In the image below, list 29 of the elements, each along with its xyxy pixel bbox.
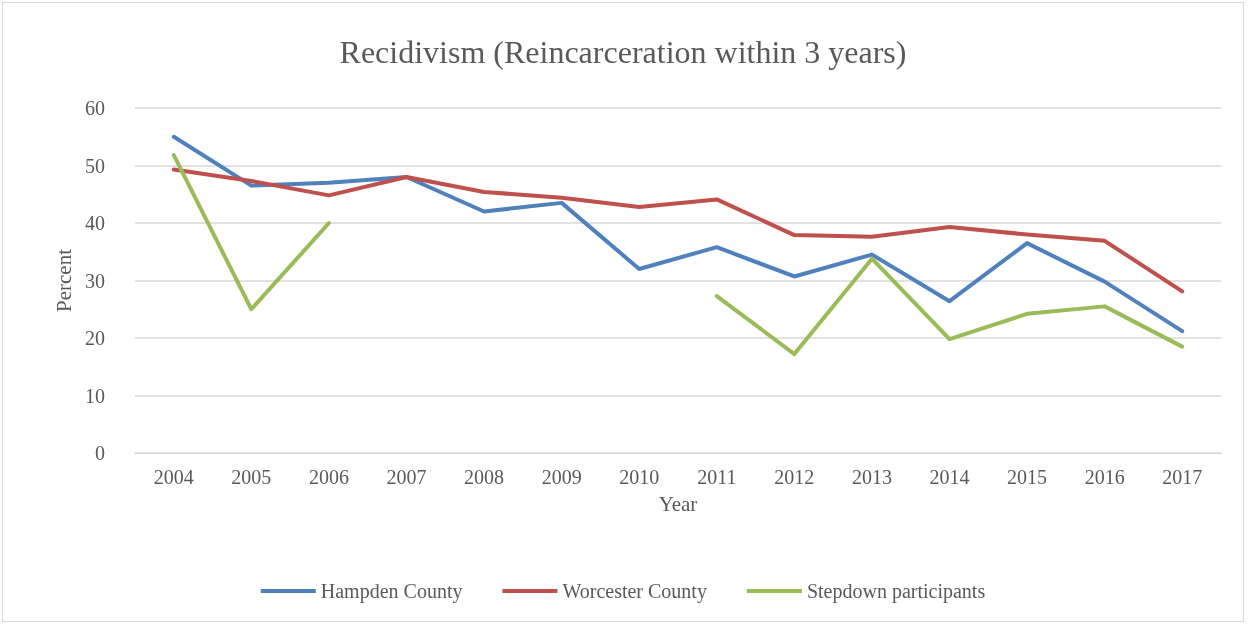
legend-label: Worcester County bbox=[562, 580, 707, 603]
x-tick-label: 2013 bbox=[851, 466, 892, 488]
line-series bbox=[171, 167, 1185, 294]
x-tick-label: 2006 bbox=[308, 466, 349, 488]
x-tick-label: 2005 bbox=[231, 466, 272, 488]
y-axis-title: Percent bbox=[51, 248, 76, 312]
y-tick-label: 60 bbox=[85, 97, 105, 119]
legend-label: Hampden County bbox=[320, 580, 463, 603]
x-tick-label: 2009 bbox=[541, 466, 582, 488]
x-tick-label: 2017 bbox=[1162, 466, 1203, 488]
x-tick-label: 2012 bbox=[774, 466, 815, 488]
y-tick-label: 40 bbox=[85, 212, 105, 234]
y-tick-label: 50 bbox=[85, 154, 105, 177]
legend-label: Stepdown participants bbox=[806, 580, 986, 603]
x-tick-label: 2014 bbox=[929, 466, 970, 488]
x-tick-label: 2004 bbox=[153, 466, 194, 488]
x-tick-label: 2016 bbox=[1084, 466, 1125, 488]
x-tick-label: 2008 bbox=[464, 466, 505, 488]
chart-title: Recidivism (Reincarceration within 3 years) bbox=[339, 34, 907, 70]
y-tick-label: 0 bbox=[95, 442, 105, 464]
x-tick-label: 2007 bbox=[386, 466, 427, 488]
x-tick-label: 2010 bbox=[619, 466, 660, 488]
x-tick-label: 2011 bbox=[697, 466, 737, 488]
x-tick-label: 2015 bbox=[1007, 466, 1048, 488]
y-tick-label: 30 bbox=[85, 269, 105, 292]
line-series bbox=[171, 134, 1185, 334]
y-tick-label: 10 bbox=[85, 384, 105, 407]
y-tick-label: 20 bbox=[85, 327, 105, 349]
x-axis-title: Year bbox=[658, 491, 698, 516]
